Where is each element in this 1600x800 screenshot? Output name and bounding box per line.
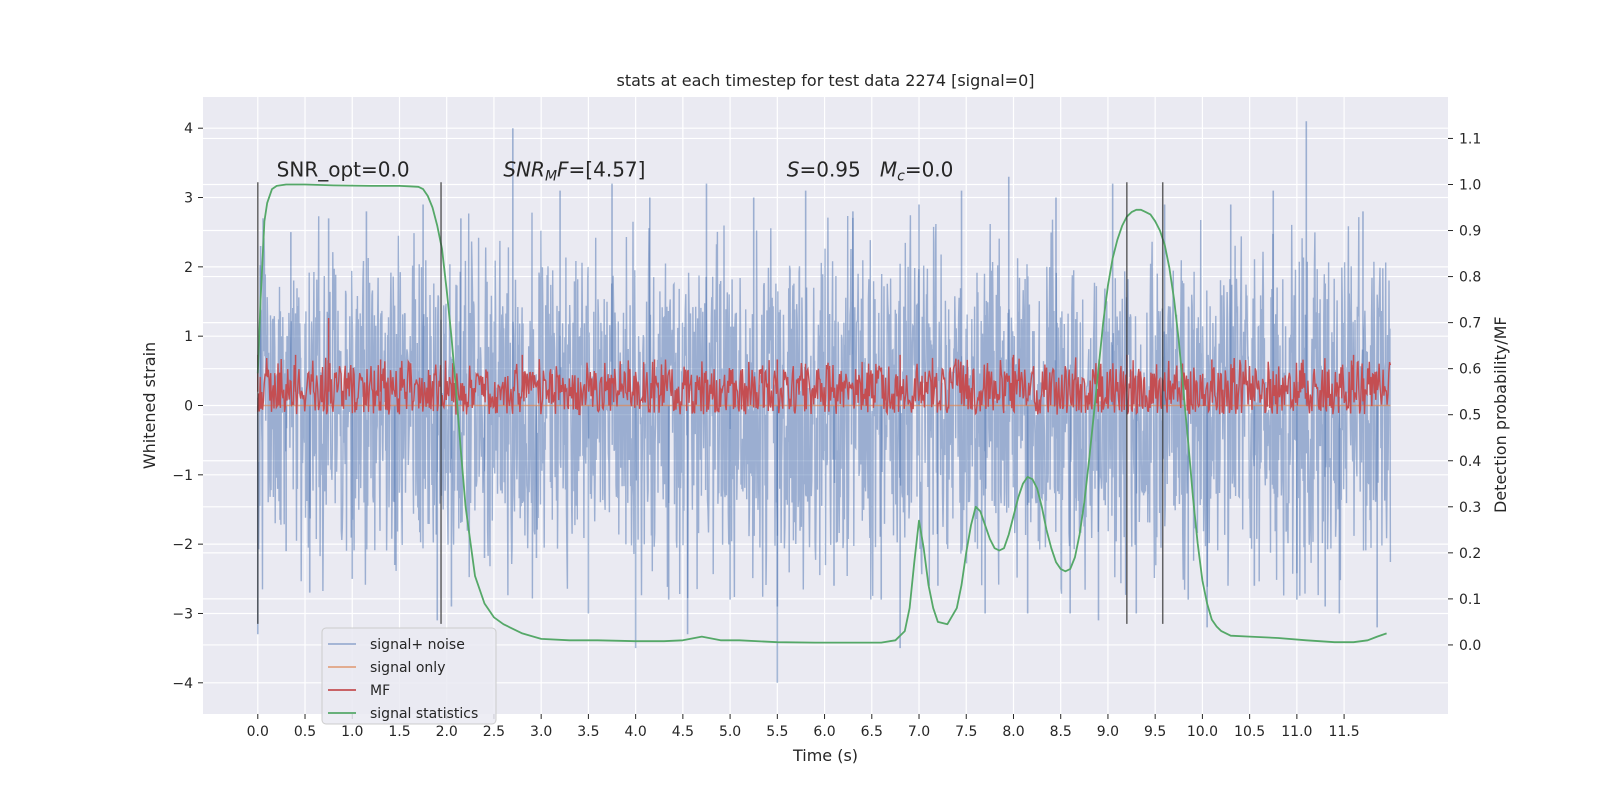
legend-label: signal only (370, 660, 445, 676)
annotation-mc-sub: c (897, 169, 905, 185)
annotation-snr-mf-main: SNR (503, 158, 545, 182)
legend-box (321, 627, 497, 725)
y2-tick-label: 0.7 (1459, 316, 1481, 332)
y2-tick-label: 0.3 (1459, 500, 1481, 516)
y2-tick-label: 1.0 (1459, 177, 1481, 193)
y2-axis-label: Detection probability/MF (1491, 316, 1510, 513)
y2-tick-label: 0.9 (1459, 224, 1481, 240)
x-tick-label: 7.5 (955, 724, 977, 740)
legend-label: signal+ noise (370, 637, 465, 653)
y-tick-label: −1 (172, 468, 193, 484)
x-tick-label: 4.5 (672, 724, 694, 740)
y2-tick-label: 1.1 (1459, 131, 1481, 147)
x-tick-label: 3.5 (577, 724, 599, 740)
y2-tick-label: 0.1 (1459, 592, 1481, 608)
annotation-s-symbol: S (787, 158, 800, 182)
annotation-mc-value: =0.0 (905, 158, 954, 182)
x-tick-label: 5.0 (719, 724, 741, 740)
annotation-snr-mf: SNRMF=[4.57] (503, 158, 645, 185)
mf-trace (257, 357, 1392, 416)
x-tick-label: 8.0 (1002, 724, 1024, 740)
annotation-snr-opt: SNR_opt=0.0 (277, 158, 410, 182)
x-tick-label: 8.5 (1050, 724, 1072, 740)
y2-tick-label: 0.5 (1459, 408, 1481, 424)
annotations: SNR_opt=0.0 SNRMF=[4.57] S=0.95 Mc=0.0 (277, 158, 954, 185)
x-tick-label: 7.0 (908, 724, 930, 740)
signal-statistics-line (256, 183, 1387, 644)
y2-tick-label: 0.8 (1459, 270, 1481, 286)
x-tick-label: 4.0 (624, 724, 646, 740)
y-tick-label: −3 (172, 606, 193, 622)
x-tick-label: 1.5 (388, 724, 410, 740)
y-tick-label: −4 (172, 676, 193, 692)
legend-label: signal statistics (370, 706, 478, 722)
y-tick-label: 2 (184, 260, 193, 276)
y-axis-label: Whitened strain (140, 342, 159, 469)
x-tick-label: 6.0 (813, 724, 835, 740)
x-tick-label: 0.0 (247, 724, 269, 740)
event-marker-lines (257, 182, 1164, 624)
x-tick-label: 9.0 (1097, 724, 1119, 740)
x-axis-label: Time (s) (792, 746, 858, 765)
x-tick-label: 5.5 (766, 724, 788, 740)
x-tick-label: 11.0 (1281, 724, 1312, 740)
x-tick-label: 6.5 (861, 724, 883, 740)
annotation-s-mc: S=0.95 Mc=0.0 (787, 158, 954, 185)
y-tick-label: 4 (184, 121, 193, 137)
annotation-snr-mf-value: =[4.57] (569, 158, 646, 182)
y2-tick-label: 0.0 (1459, 638, 1481, 654)
series-signal-statistics (256, 183, 1387, 644)
x-tick-label: 10.5 (1234, 724, 1265, 740)
legend-label: MF (370, 683, 390, 699)
x-tick-label: 9.5 (1144, 724, 1166, 740)
y-tick-label: −2 (172, 537, 193, 553)
x-tick-label: 2.0 (436, 724, 458, 740)
y2-tick-label: 0.2 (1459, 546, 1481, 562)
series-mf (257, 318, 1392, 416)
y-tick-label: 1 (184, 329, 193, 345)
y2-tick-label: 0.4 (1459, 454, 1481, 470)
annotation-snr-mf-tail: F (557, 158, 569, 182)
x-tick-label: 1.0 (341, 724, 363, 740)
x-tick-label: 11.5 (1329, 724, 1360, 740)
x-tick-label: 0.5 (294, 724, 316, 740)
annotation-snr-mf-sub: M (545, 169, 557, 185)
y2-tick-label: 0.6 (1459, 362, 1481, 378)
chart-title: stats at each timestep for test data 227… (616, 71, 1034, 90)
signal-noise-trace (257, 212, 1392, 600)
y-tick-label: 0 (184, 399, 193, 415)
x-tick-label: 3.0 (530, 724, 552, 740)
annotation-s-value: =0.95 (799, 158, 879, 182)
legend: signal+ noise signal only MF signal statist… (321, 627, 497, 725)
x-tick-label: 2.5 (483, 724, 505, 740)
x-tick-label: 10.0 (1187, 724, 1218, 740)
y-tick-label: 3 (184, 191, 193, 207)
annotation-mc-symbol: M (880, 158, 897, 182)
